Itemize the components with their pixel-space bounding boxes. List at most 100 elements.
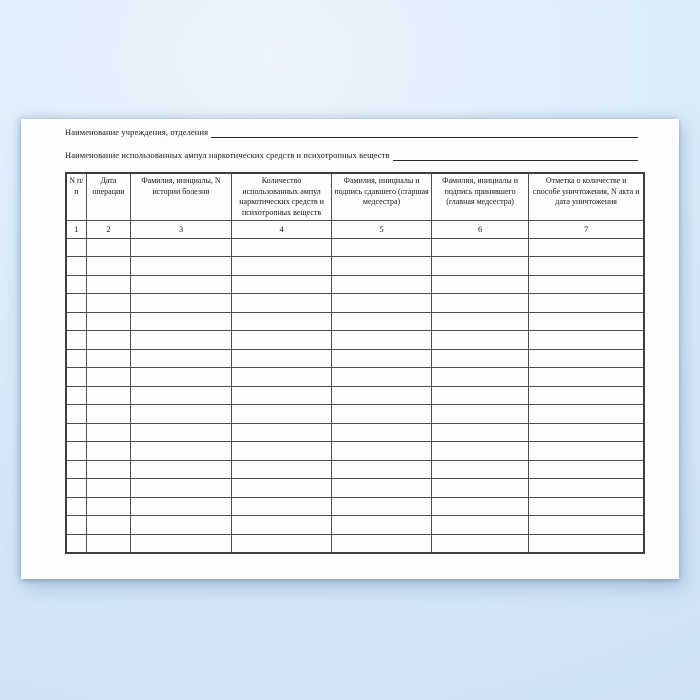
empty-cell [65,385,87,405]
empty-cell [430,533,530,553]
empty-cell [130,441,232,461]
empty-cell [130,478,232,498]
empty-cell [65,311,87,331]
empty-cell [130,367,232,387]
empty-cell [331,533,432,553]
column-number: 3 [130,219,232,239]
empty-cell [528,422,645,442]
empty-cell [85,533,132,553]
empty-cell [331,330,432,350]
empty-row [65,404,645,424]
empty-cell [230,515,333,535]
empty-cell [65,348,87,368]
empty-cell [85,293,132,313]
empty-cell [85,367,132,387]
empty-cell [230,459,333,479]
empty-cell [85,274,132,294]
empty-cell [230,256,333,276]
empty-row [65,367,645,387]
column-number: 7 [528,219,645,239]
empty-cell [130,404,232,424]
empty-cell [230,311,333,331]
empty-row [65,478,645,498]
empty-cell [528,496,645,516]
empty-cell [331,404,432,424]
empty-cell [85,256,132,276]
empty-cell [430,422,530,442]
empty-cell [65,441,87,461]
table-body [65,237,645,553]
form-line-institution: Наименование учреждения, отделения [65,125,638,138]
empty-cell [85,441,132,461]
empty-cell [331,385,432,405]
empty-cell [130,311,232,331]
empty-cell [130,293,232,313]
empty-row [65,385,645,405]
empty-row [65,348,645,368]
empty-cell [65,293,87,313]
empty-cell [528,256,645,276]
empty-cell [130,459,232,479]
empty-cell [230,478,333,498]
empty-cell [85,478,132,498]
empty-cell [528,237,645,257]
empty-cell [65,404,87,424]
empty-cell [130,496,232,516]
empty-cell [130,274,232,294]
empty-cell [331,293,432,313]
ampoules-label: Наименование использованных ампул наркот… [65,150,390,160]
column-number: 2 [85,219,132,239]
empty-row [65,496,645,516]
empty-cell [130,422,232,442]
empty-cell [430,348,530,368]
empty-cell [65,533,87,553]
empty-cell [331,274,432,294]
empty-cell [430,515,530,535]
column-header: Фамилия, инициалы, N истории болезни [130,172,232,221]
empty-row [65,311,645,331]
empty-row [65,293,645,313]
empty-cell [430,293,530,313]
empty-cell [430,441,530,461]
empty-cell [85,385,132,405]
column-number: 5 [331,219,432,239]
empty-cell [331,441,432,461]
empty-row [65,237,645,257]
empty-cell [528,293,645,313]
empty-cell [130,348,232,368]
empty-cell [430,385,530,405]
empty-cell [430,367,530,387]
empty-cell [230,293,333,313]
empty-cell [528,404,645,424]
empty-cell [331,422,432,442]
empty-cell [331,515,432,535]
document-page: Наименование учреждения, отделения Наиме… [21,119,679,579]
empty-cell [528,367,645,387]
empty-cell [65,496,87,516]
empty-cell [430,256,530,276]
table-header-row: N п/п Дата операции Фамилия, инициалы, N и… [65,172,645,221]
empty-cell [230,274,333,294]
empty-cell [528,533,645,553]
empty-row [65,330,645,350]
empty-cell [65,459,87,479]
empty-cell [65,422,87,442]
empty-cell [85,348,132,368]
empty-cell [230,441,333,461]
column-header: Фамилия, инициалы и подпись принявшего (… [430,172,530,221]
empty-cell [528,478,645,498]
empty-cell [528,441,645,461]
empty-cell [130,515,232,535]
empty-cell [130,385,232,405]
empty-cell [230,367,333,387]
empty-cell [430,311,530,331]
empty-cell [130,533,232,553]
institution-blank-line [211,124,638,138]
empty-cell [528,348,645,368]
column-header: Количество использованных ампул наркотич… [230,172,333,221]
column-header: Отметка о количестве и способе уничтожен… [528,172,645,221]
empty-cell [331,348,432,368]
empty-cell [65,274,87,294]
empty-cell [230,496,333,516]
